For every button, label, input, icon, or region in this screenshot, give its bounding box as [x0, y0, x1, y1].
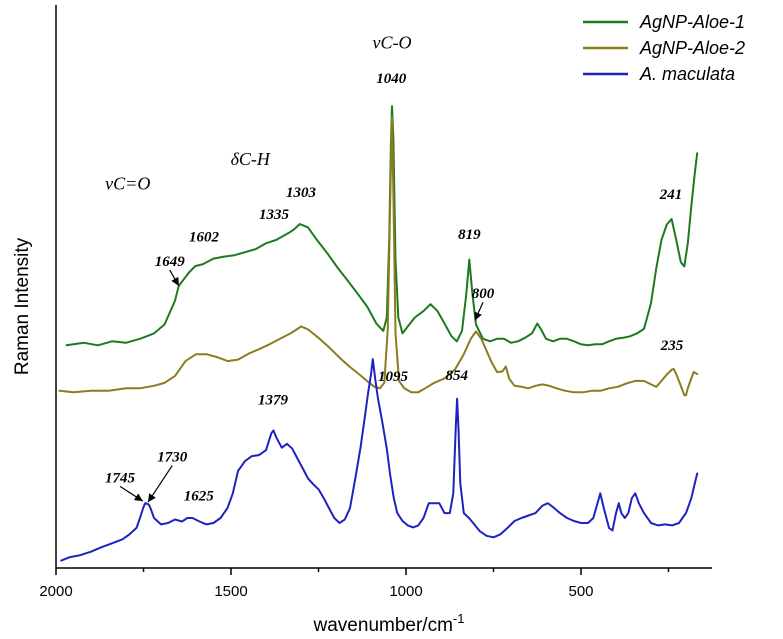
peak-label: 1730	[157, 450, 188, 466]
legend: AgNP-Aloe-1 AgNP-Aloe-2 A. maculata	[583, 12, 745, 84]
peak-label: 1649	[155, 254, 186, 270]
peak-label: 854	[446, 368, 469, 384]
peak-label: 1095	[378, 369, 409, 385]
peak-label: 1335	[259, 207, 290, 223]
series-line-3	[60, 358, 699, 562]
plot-area	[58, 105, 699, 562]
peak-label: 1745	[105, 470, 136, 486]
x-tick-label: 1000	[389, 583, 422, 600]
peak-label: 235	[660, 338, 684, 354]
vibration-label: δC-H	[231, 149, 271, 169]
peak-label: 819	[458, 227, 481, 243]
annotation-arrowhead	[148, 493, 156, 503]
peak-label: 800	[472, 286, 495, 302]
x-tick-label: 1500	[214, 583, 247, 600]
x-tick-label: 2000	[39, 583, 72, 600]
peak-label: 1602	[189, 229, 220, 245]
x-axis-label: wavenumber/cm-1	[313, 611, 465, 636]
peak-label: 1625	[184, 489, 215, 505]
peak-label: 1379	[258, 393, 289, 409]
series-line-2	[58, 115, 699, 397]
y-axis-label: Raman Intensity	[12, 237, 33, 375]
annotation-arrowhead	[474, 311, 482, 321]
legend-label: AgNP-Aloe-1	[639, 12, 745, 32]
series-line-1	[65, 105, 699, 347]
vibration-label: νC-O	[373, 32, 412, 52]
legend-label: AgNP-Aloe-2	[639, 38, 745, 58]
legend-label: A. maculata	[639, 64, 735, 84]
annotation-arrowhead	[171, 276, 179, 286]
x-tick-label: 500	[568, 583, 593, 600]
peak-label: 1040	[376, 71, 407, 87]
vibration-label: νC=O	[105, 173, 150, 193]
peak-label: 241	[659, 187, 683, 203]
axes: 2000 1500 1000 500	[39, 5, 712, 600]
peak-label: 1303	[286, 185, 317, 201]
annotation-arrowhead	[133, 493, 143, 502]
